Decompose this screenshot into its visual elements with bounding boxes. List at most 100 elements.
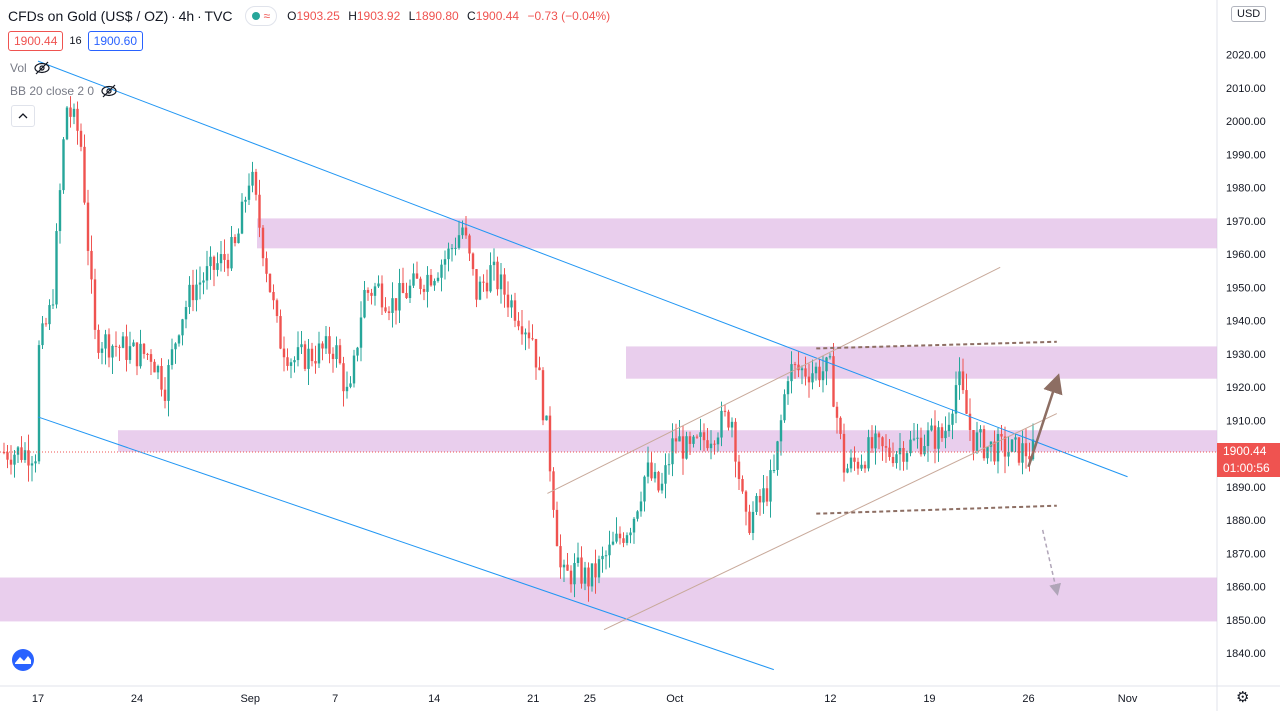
- candle: [226, 253, 230, 277]
- candle: [303, 340, 307, 372]
- candle: [639, 491, 643, 517]
- candle: [503, 268, 506, 308]
- candle: [366, 287, 370, 301]
- candle: [562, 559, 566, 583]
- candle: [860, 454, 863, 471]
- candle-body: [856, 461, 860, 469]
- candle: [391, 282, 394, 328]
- collapse-legend-button[interactable]: [11, 105, 35, 127]
- candle-body: [188, 284, 191, 308]
- candle: [772, 454, 776, 474]
- candle: [142, 342, 146, 359]
- candle: [492, 248, 496, 281]
- candle: [856, 457, 860, 475]
- candle-body: [695, 436, 699, 438]
- candle: [944, 416, 947, 449]
- chevron-up-icon: [18, 113, 28, 119]
- candle: [762, 475, 765, 514]
- candle: [818, 358, 821, 387]
- price-tick-label: 1930.00: [1226, 349, 1266, 361]
- candle: [786, 376, 790, 405]
- candle-body: [104, 334, 107, 349]
- sell-price-button[interactable]: 1900.44: [8, 31, 64, 51]
- candle: [433, 278, 436, 291]
- candle-body: [769, 470, 772, 502]
- candle-body: [944, 431, 947, 439]
- candle: [972, 429, 975, 461]
- currency-badge[interactable]: USD: [1231, 6, 1267, 22]
- candle: [653, 463, 657, 483]
- candle: [478, 276, 482, 301]
- candle: [405, 282, 408, 300]
- bullish-arrow: [1027, 373, 1063, 468]
- candle-body: [653, 471, 657, 479]
- candle-body: [272, 291, 275, 301]
- candle: [195, 269, 198, 312]
- candle-body: [611, 541, 615, 545]
- candle-body: [797, 364, 800, 371]
- candle: [730, 417, 734, 438]
- candle-body: [618, 533, 622, 539]
- candle-body: [279, 316, 282, 349]
- candle-body: [226, 259, 230, 269]
- support-dashed-line: [816, 504, 1057, 515]
- chart-legend: CFDs on Gold (US$ / OZ) · 4h · TVC ≈ O19…: [8, 6, 615, 26]
- candle-body: [114, 345, 118, 347]
- interval-label[interactable]: 4h: [178, 8, 195, 24]
- gear-icon[interactable]: ⚙: [1236, 689, 1250, 706]
- symbol-title[interactable]: CFDs on Gold (US$ / OZ): [8, 8, 169, 24]
- candle: [216, 252, 219, 277]
- candle-body: [832, 356, 835, 407]
- candle-body: [76, 108, 79, 131]
- candle-body: [961, 371, 965, 391]
- candle-body: [65, 107, 69, 140]
- buy-price-button[interactable]: 1900.60: [87, 31, 144, 51]
- zones: [0, 218, 1217, 622]
- indicator-bollinger[interactable]: BB 20 close 2 0: [10, 84, 118, 98]
- candle-body: [912, 438, 916, 440]
- candle: [118, 344, 121, 361]
- candle: [681, 425, 685, 475]
- candle: [170, 338, 174, 370]
- candle-body: [1007, 451, 1010, 457]
- candle: [576, 542, 580, 567]
- candle-body: [282, 348, 286, 358]
- candle: [734, 418, 737, 478]
- candle-body: [534, 339, 538, 368]
- candle-body: [671, 438, 674, 465]
- candle-body: [202, 280, 205, 283]
- candle: [240, 193, 244, 235]
- time-tick-label: Nov: [1118, 693, 1138, 705]
- tradingview-logo-icon[interactable]: [8, 648, 38, 672]
- candle: [167, 359, 170, 417]
- candle: [380, 275, 384, 316]
- candle: [450, 244, 454, 262]
- eye-hidden-icon[interactable]: [33, 61, 51, 75]
- candle-body: [492, 261, 496, 266]
- candle: [741, 475, 744, 494]
- candle: [863, 461, 867, 473]
- candle-body: [216, 263, 219, 270]
- candle: [328, 326, 331, 364]
- indicator-volume[interactable]: Vol: [10, 61, 51, 75]
- candle-body: [163, 389, 167, 401]
- candle: [1003, 426, 1007, 474]
- eye-hidden-icon[interactable]: [100, 84, 118, 98]
- candle-body: [429, 274, 433, 286]
- candle-body: [720, 410, 723, 438]
- candle-body: [898, 448, 902, 455]
- candle-body: [569, 570, 573, 585]
- candle-body: [884, 446, 888, 448]
- candle: [951, 409, 954, 440]
- candle-body: [499, 274, 503, 290]
- market-status-badge[interactable]: ≈: [244, 6, 278, 26]
- candle-body: [419, 278, 422, 289]
- candle-body: [517, 320, 520, 327]
- candle: [513, 292, 517, 328]
- candle-body: [958, 371, 961, 386]
- candle-body: [62, 139, 65, 191]
- candle: [191, 269, 195, 312]
- candle-body: [510, 300, 513, 308]
- quote-boxes: 1900.44 16 1900.60: [8, 31, 144, 51]
